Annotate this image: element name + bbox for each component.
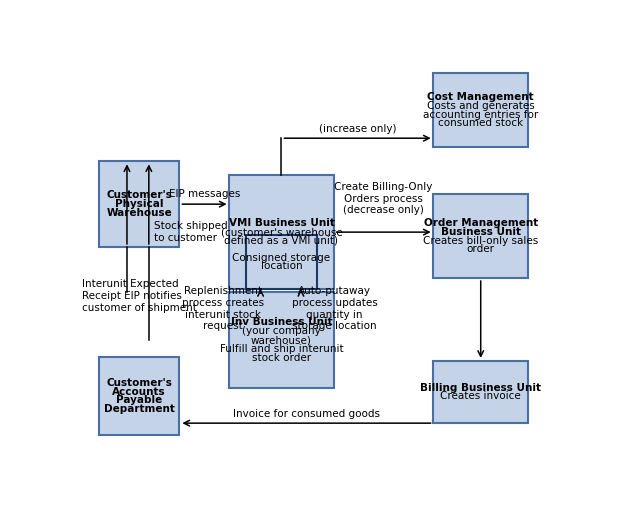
Text: Customer's: Customer's — [106, 190, 172, 200]
Text: Cost Management: Cost Management — [428, 92, 534, 102]
Text: Consigned storage: Consigned storage — [233, 253, 330, 263]
Text: (your company: (your company — [242, 326, 321, 336]
Text: Costs and generates: Costs and generates — [427, 101, 535, 111]
Text: Interunit Expected
Receipt EIP notifies
customer of shipment: Interunit Expected Receipt EIP notifies … — [82, 279, 197, 312]
Text: VMI Business Unit: VMI Business Unit — [229, 218, 334, 228]
Text: Creates bill-only sales: Creates bill-only sales — [423, 236, 539, 245]
FancyBboxPatch shape — [229, 292, 334, 388]
Text: (customer's warehouse: (customer's warehouse — [221, 227, 342, 237]
Text: Accounts: Accounts — [112, 387, 166, 397]
Text: Stock shipped
to customer: Stock shipped to customer — [154, 221, 228, 243]
Text: Order Management: Order Management — [424, 218, 538, 228]
FancyBboxPatch shape — [433, 194, 528, 278]
Text: location: location — [261, 262, 302, 271]
Text: (increase only): (increase only) — [319, 124, 396, 134]
Text: Physical: Physical — [115, 199, 164, 209]
FancyBboxPatch shape — [246, 235, 317, 289]
Text: Warehouse: Warehouse — [106, 208, 172, 218]
Text: EIP messages: EIP messages — [169, 189, 240, 199]
Text: consumed stock: consumed stock — [438, 118, 524, 128]
Text: defined as a VMI unit): defined as a VMI unit) — [224, 236, 339, 246]
Text: Creates invoice: Creates invoice — [440, 391, 521, 401]
Text: Billing Business Unit: Billing Business Unit — [420, 383, 541, 392]
Text: Replenishment
process creates
interunit stock
request: Replenishment process creates interunit … — [182, 286, 264, 331]
Text: Department: Department — [103, 404, 174, 414]
Text: Payable: Payable — [116, 395, 162, 405]
FancyBboxPatch shape — [99, 357, 179, 435]
FancyBboxPatch shape — [229, 175, 334, 289]
Text: Fulfill and ship interunit: Fulfill and ship interunit — [219, 344, 344, 354]
FancyBboxPatch shape — [433, 361, 528, 423]
Text: Inv Business Unit: Inv Business Unit — [231, 318, 332, 327]
Text: warehouse): warehouse) — [251, 335, 312, 345]
Text: Create Billing-Only
Orders process
(decrease only): Create Billing-Only Orders process (decr… — [334, 182, 433, 215]
Text: order: order — [466, 244, 495, 254]
FancyBboxPatch shape — [99, 161, 179, 247]
FancyBboxPatch shape — [433, 73, 528, 147]
Text: Auto-putaway
process updates
quantity in
storage location: Auto-putaway process updates quantity in… — [292, 286, 377, 331]
Text: stock order: stock order — [252, 352, 311, 363]
Text: Invoice for consumed goods: Invoice for consumed goods — [233, 409, 380, 419]
Text: Customer's: Customer's — [106, 378, 172, 388]
Text: accounting entries for: accounting entries for — [423, 110, 539, 120]
Text: Business Unit: Business Unit — [441, 227, 520, 237]
